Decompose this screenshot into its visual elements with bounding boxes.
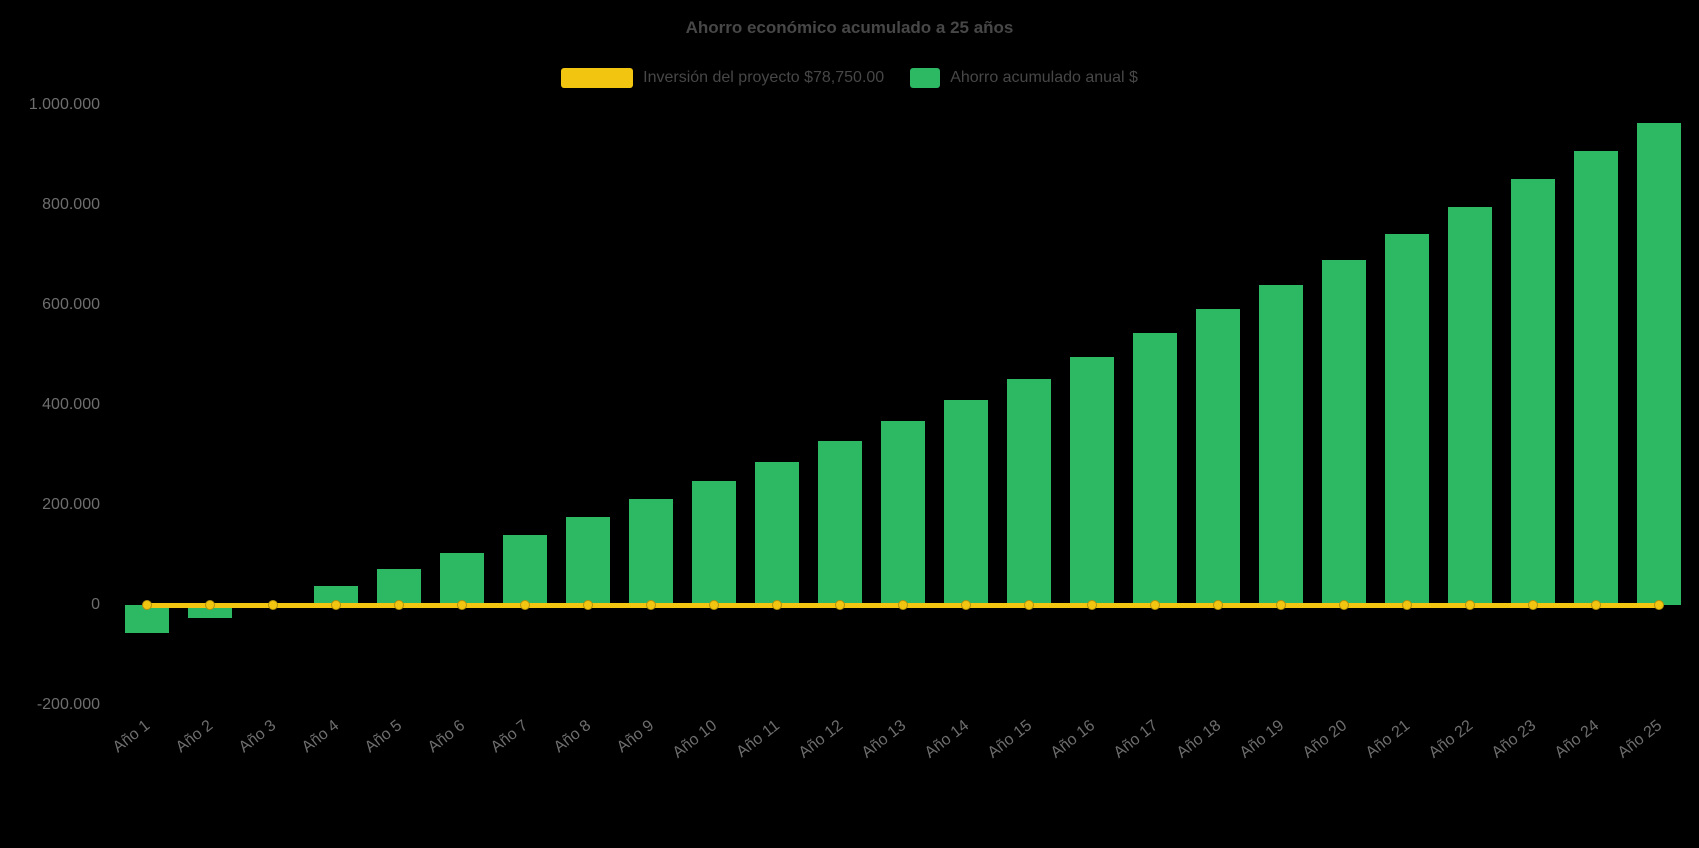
x-label-año-22: Año 22 bbox=[1425, 717, 1476, 762]
investment-line-marker[interactable] bbox=[960, 600, 971, 610]
y-tick-label: 600.000 bbox=[42, 296, 100, 313]
x-label-año-5: Año 5 bbox=[361, 717, 405, 757]
x-label-año-14: Año 14 bbox=[921, 717, 972, 762]
x-label-año-10: Año 10 bbox=[669, 717, 720, 762]
investment-line-marker[interactable] bbox=[456, 600, 467, 610]
investment-line-swatch bbox=[561, 68, 634, 88]
investment-line-marker[interactable] bbox=[1464, 600, 1475, 610]
investment-line-marker[interactable] bbox=[267, 600, 278, 610]
investment-line-marker[interactable] bbox=[771, 600, 782, 610]
y-tick-label: 800.000 bbox=[42, 196, 100, 213]
bar-año-15[interactable] bbox=[1006, 378, 1051, 605]
investment-line-marker[interactable] bbox=[897, 600, 908, 610]
legend-label-investment: Inversión del proyecto $78,750.00 bbox=[643, 69, 885, 86]
x-label-año-3: Año 3 bbox=[235, 717, 279, 757]
bar-año-12[interactable] bbox=[817, 441, 862, 605]
investment-line-marker[interactable] bbox=[141, 600, 152, 610]
investment-line-marker[interactable] bbox=[1338, 600, 1349, 610]
x-label-año-17: Año 17 bbox=[1110, 717, 1161, 762]
investment-line-marker[interactable] bbox=[1653, 600, 1664, 610]
bar-año-5[interactable] bbox=[376, 569, 421, 605]
bar-año-24[interactable] bbox=[1573, 151, 1618, 605]
y-axis: -200.000 0 200.000 400.000 600.000 800.000 1.0… bbox=[0, 96, 100, 713]
bar-año-17[interactable] bbox=[1132, 332, 1177, 605]
investment-line-marker[interactable] bbox=[1212, 600, 1223, 610]
x-label-año-9: Año 9 bbox=[613, 717, 657, 757]
x-label-año-21: Año 21 bbox=[1362, 717, 1413, 762]
bar-año-23[interactable] bbox=[1510, 179, 1555, 605]
investment-line-marker[interactable] bbox=[834, 600, 845, 610]
x-label-año-24: Año 24 bbox=[1551, 717, 1602, 762]
bar-año-19[interactable] bbox=[1258, 285, 1303, 605]
x-label-año-12: Año 12 bbox=[795, 717, 846, 762]
y-tick-label: 200.000 bbox=[42, 496, 100, 513]
investment-line-marker[interactable] bbox=[1275, 600, 1286, 610]
investment-line-marker[interactable] bbox=[1086, 600, 1097, 610]
y-tick-label: 400.000 bbox=[42, 396, 100, 413]
bar-año-6[interactable] bbox=[439, 552, 484, 605]
plot-area: Año 1 Año 2 Año 3 Año 4 Año 5 Año 6 Año 7 Año 8… bbox=[110, 105, 1690, 762]
savings-bar-swatch bbox=[910, 68, 941, 88]
investment-line-marker[interactable] bbox=[393, 600, 404, 610]
x-label-año-19: Año 19 bbox=[1236, 717, 1287, 762]
bar-año-7[interactable] bbox=[502, 535, 547, 605]
bar-año-2[interactable] bbox=[187, 605, 232, 618]
x-label-año-13: Año 13 bbox=[858, 717, 909, 762]
y-tick-label: 0 bbox=[91, 596, 100, 613]
y-tick-label: 1.000.000 bbox=[28, 96, 100, 113]
x-label-año-6: Año 6 bbox=[424, 717, 468, 757]
bar-año-25[interactable] bbox=[1636, 122, 1681, 605]
x-label-año-2: Año 2 bbox=[172, 717, 216, 757]
x-label-año-7: Año 7 bbox=[487, 717, 531, 757]
x-label-año-15: Año 15 bbox=[984, 717, 1035, 762]
x-label-año-8: Año 8 bbox=[550, 717, 594, 757]
bar-año-10[interactable] bbox=[691, 481, 736, 605]
investment-line-marker[interactable] bbox=[204, 600, 215, 610]
investment-line-marker[interactable] bbox=[1527, 600, 1538, 610]
legend-item-investment[interactable]: Inversión del proyecto $78,750.00 bbox=[561, 68, 884, 88]
legend-label-savings: Ahorro acumulado anual $ bbox=[950, 69, 1138, 86]
bar-año-9[interactable] bbox=[628, 499, 673, 605]
bar-año-16[interactable] bbox=[1069, 356, 1114, 605]
bar-año-11[interactable] bbox=[754, 462, 799, 605]
bar-año-14[interactable] bbox=[943, 400, 988, 605]
bar-año-22[interactable] bbox=[1447, 207, 1492, 605]
bar-año-18[interactable] bbox=[1195, 309, 1240, 605]
bar-año-13[interactable] bbox=[880, 421, 925, 605]
investment-line-marker[interactable] bbox=[645, 600, 656, 610]
x-label-año-11: Año 11 bbox=[733, 717, 783, 761]
investment-line-marker[interactable] bbox=[1023, 600, 1034, 610]
investment-line-marker[interactable] bbox=[1401, 600, 1412, 610]
x-label-año-20: Año 20 bbox=[1299, 717, 1350, 762]
x-label-año-1: Año 1 bbox=[109, 717, 153, 757]
investment-line-marker[interactable] bbox=[1590, 600, 1601, 610]
bar-año-21[interactable] bbox=[1384, 234, 1429, 605]
x-label-año-16: Año 16 bbox=[1047, 717, 1098, 762]
x-label-año-18: Año 18 bbox=[1173, 717, 1224, 762]
x-label-año-25: Año 25 bbox=[1614, 717, 1665, 762]
chart-title: Ahorro económico acumulado a 25 años bbox=[685, 18, 1014, 37]
investment-line-marker[interactable] bbox=[708, 600, 719, 610]
legend-item-savings[interactable]: Ahorro acumulado anual $ bbox=[910, 68, 1138, 88]
investment-line-marker[interactable] bbox=[330, 600, 341, 610]
investment-line-marker[interactable] bbox=[582, 600, 593, 610]
legend: Inversión del proyecto $78,750.00 Ahorro… bbox=[0, 68, 1699, 88]
y-tick-label: -200.000 bbox=[36, 696, 100, 713]
investment-line-marker[interactable] bbox=[1149, 600, 1160, 610]
bar-año-20[interactable] bbox=[1321, 260, 1366, 605]
x-label-año-23: Año 23 bbox=[1488, 717, 1539, 762]
bar-año-4[interactable] bbox=[313, 586, 358, 605]
investment-line-marker[interactable] bbox=[519, 600, 530, 610]
x-label-año-4: Año 4 bbox=[298, 717, 342, 757]
bar-año-8[interactable] bbox=[565, 517, 610, 605]
